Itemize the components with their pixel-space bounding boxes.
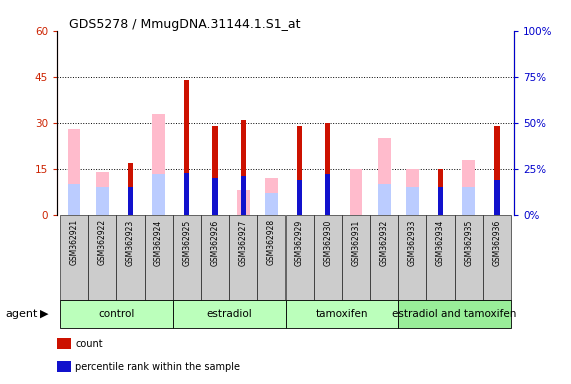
Text: GSM362921: GSM362921 (70, 219, 79, 265)
Text: GSM362935: GSM362935 (464, 219, 473, 266)
Text: GSM362927: GSM362927 (239, 219, 248, 265)
Text: count: count (75, 339, 103, 349)
Bar (88, 215, 116, 300)
Text: agent: agent (6, 309, 38, 319)
Text: GSM362928: GSM362928 (267, 219, 276, 265)
Bar (297, 180, 302, 215)
Text: estradiol and tamoxifen: estradiol and tamoxifen (392, 309, 517, 319)
Bar (286, 215, 313, 300)
Bar (212, 178, 218, 215)
Bar (438, 169, 443, 215)
Bar (494, 126, 500, 215)
Bar (349, 169, 363, 215)
Bar (265, 193, 278, 215)
Bar (96, 172, 108, 215)
Bar (378, 138, 391, 215)
Text: GSM362923: GSM362923 (126, 219, 135, 265)
Text: GDS5278 / MmugDNA.31144.1.S1_at: GDS5278 / MmugDNA.31144.1.S1_at (69, 18, 300, 31)
Bar (201, 215, 229, 300)
Bar (128, 187, 133, 215)
Bar (438, 187, 443, 215)
Text: GSM362933: GSM362933 (408, 219, 417, 266)
Bar (212, 126, 218, 215)
Bar (152, 114, 165, 215)
Bar (286, 300, 399, 328)
Text: percentile rank within the sample: percentile rank within the sample (75, 362, 240, 372)
Bar (184, 80, 190, 215)
Bar (427, 215, 455, 300)
Text: tamoxifen: tamoxifen (316, 309, 368, 319)
Bar (463, 160, 475, 215)
Bar (60, 300, 172, 328)
Bar (406, 169, 419, 215)
Bar (172, 300, 286, 328)
Bar (494, 180, 500, 215)
Bar (144, 215, 172, 300)
Text: GSM362931: GSM362931 (352, 219, 360, 265)
Bar (229, 215, 258, 300)
Bar (313, 215, 342, 300)
Bar (297, 126, 302, 215)
Bar (172, 215, 201, 300)
Text: GSM362936: GSM362936 (492, 219, 501, 266)
Text: GSM362924: GSM362924 (154, 219, 163, 265)
Text: GSM362930: GSM362930 (323, 219, 332, 266)
Bar (463, 187, 475, 215)
Text: GSM362934: GSM362934 (436, 219, 445, 266)
Bar (116, 215, 144, 300)
Bar (325, 174, 331, 215)
Bar (68, 129, 81, 215)
Bar (370, 215, 399, 300)
Bar (258, 215, 286, 300)
Bar (96, 187, 108, 215)
Text: GSM362932: GSM362932 (380, 219, 389, 265)
Bar (325, 123, 331, 215)
Bar (399, 215, 427, 300)
Bar (240, 120, 246, 215)
Text: GSM362925: GSM362925 (182, 219, 191, 265)
Bar (184, 173, 190, 215)
Bar (68, 184, 81, 215)
Bar (152, 174, 165, 215)
Bar (378, 184, 391, 215)
Text: GSM362922: GSM362922 (98, 219, 107, 265)
Text: GSM362926: GSM362926 (211, 219, 219, 265)
Bar (483, 215, 511, 300)
Text: GSM362929: GSM362929 (295, 219, 304, 265)
Text: ▶: ▶ (40, 309, 49, 319)
Bar (60, 215, 88, 300)
Bar (240, 176, 246, 215)
Bar (455, 215, 483, 300)
Bar (265, 178, 278, 215)
Bar (128, 163, 133, 215)
Bar (237, 190, 250, 215)
Bar (406, 187, 419, 215)
Text: estradiol: estradiol (206, 309, 252, 319)
Bar (399, 300, 511, 328)
Text: control: control (98, 309, 135, 319)
Bar (342, 215, 370, 300)
